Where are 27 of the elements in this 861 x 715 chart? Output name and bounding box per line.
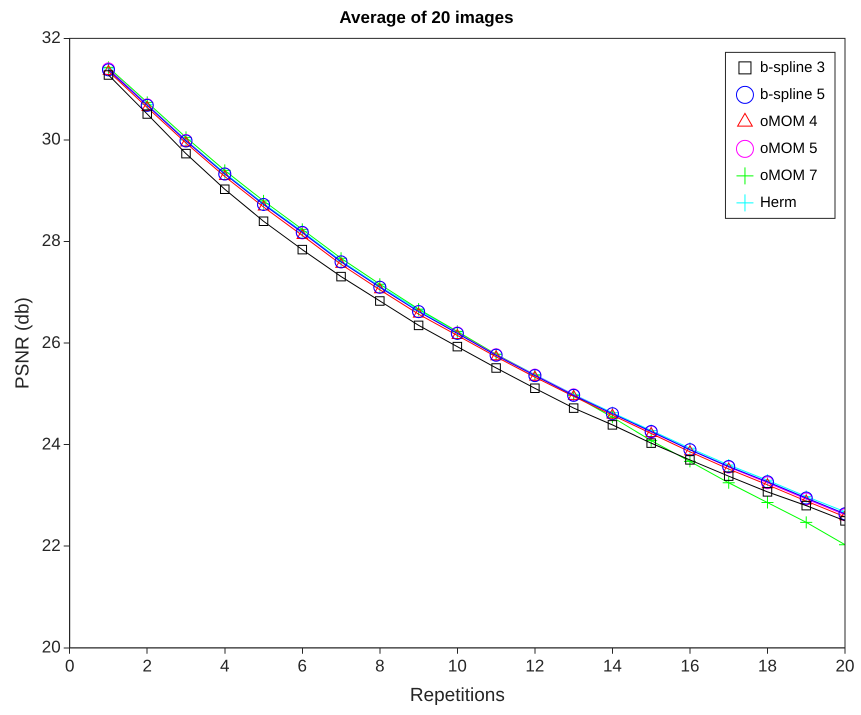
x-tick-label: 12 (525, 656, 544, 676)
y-tick-label: 28 (42, 231, 61, 250)
x-tick-label: 6 (298, 656, 308, 676)
y-tick-label: 24 (42, 434, 61, 454)
y-tick-label: 26 (42, 332, 61, 352)
x-tick-label: 14 (602, 656, 622, 676)
chart-title: Average of 20 images (339, 8, 514, 27)
legend-label: Herm (760, 194, 797, 212)
legend-label: b-spline 3 (760, 59, 826, 76)
y-axis-title: PSNR (db) (12, 297, 34, 390)
legend-label: oMOM 7 (760, 167, 818, 184)
x-tick-label: 10 (448, 656, 467, 676)
x-tick-label: 4 (220, 656, 230, 676)
x-tick-label: 2 (142, 656, 152, 676)
x-tick-label: 0 (64, 656, 74, 676)
y-tick-label: 20 (42, 637, 61, 656)
legend-label: b-spline 5 (760, 86, 826, 104)
x-tick-label: 18 (758, 656, 777, 676)
y-tick-label: 32 (42, 28, 61, 48)
y-tick-label: 22 (42, 536, 61, 555)
x-tick-label: 8 (375, 656, 385, 676)
x-axis-title: Repetitions (410, 684, 505, 706)
legend-label: oMOM 5 (760, 140, 818, 158)
x-tick-label: 16 (680, 656, 700, 676)
y-tick-label: 30 (42, 130, 61, 149)
x-tick-label: 20 (836, 656, 854, 676)
legend-label: oMOM 4 (760, 113, 818, 130)
